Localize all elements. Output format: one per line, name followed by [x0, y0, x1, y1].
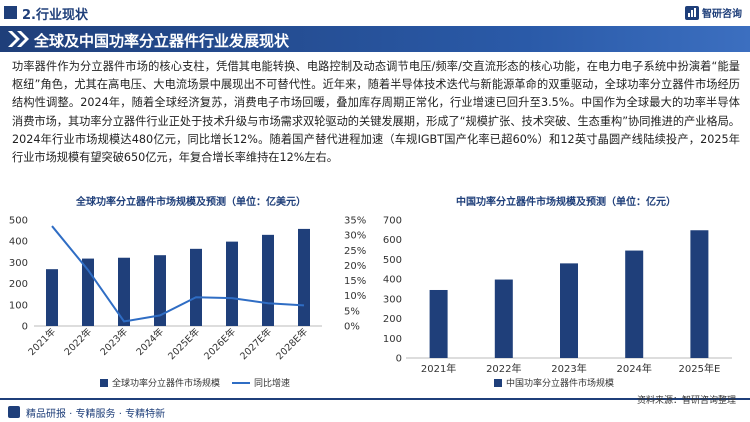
y-tick-label: 500 — [9, 216, 28, 227]
brand-logo-icon — [685, 5, 699, 20]
legend-line-label: 同比增速 — [254, 377, 290, 389]
x-tick-label: 2025E年 — [166, 325, 203, 362]
legend-bar-swatch — [494, 379, 502, 387]
bar — [690, 230, 709, 358]
chart-title-global: 全球功率分立器件市场规模及预测（单位：亿美元） — [76, 197, 306, 208]
bar — [262, 234, 274, 326]
bar — [560, 263, 578, 358]
x-tick-label: 2022年 — [486, 362, 521, 375]
y-tick-label: 500 — [383, 255, 402, 266]
x-tick-label: 2024年 — [134, 325, 167, 358]
banner-title: 全球及中国功率分立器件行业发展现状 — [34, 32, 290, 50]
bar — [154, 255, 166, 326]
china-market-chart: 中国功率分立器件市场规模及预测（单位：亿元） 0 100 200 300 400 500 6… — [382, 190, 750, 396]
section-title: 2.行业现状 — [22, 8, 88, 23]
x-tick-label: 2022年 — [62, 325, 95, 358]
section-marker — [4, 6, 17, 19]
x-tick-label: 2024年 — [616, 362, 651, 375]
y-tick-label: 0 — [22, 322, 28, 333]
y2-tick-label: 10% — [344, 291, 366, 302]
y2-tick-label: 15% — [344, 276, 366, 287]
legend-bar-label: 全球功率分立器件市场规模 — [112, 377, 220, 389]
bar — [118, 257, 130, 326]
bar — [226, 241, 238, 326]
y2-tick-label: 25% — [344, 246, 366, 257]
y2-tick-label: 30% — [344, 231, 366, 242]
y-tick-label: 200 — [383, 314, 402, 325]
y-tick-label: 300 — [9, 258, 28, 269]
y-tick-label: 0 — [396, 354, 402, 365]
y-tick-label: 100 — [383, 334, 402, 345]
x-tick-label: 2026E年 — [202, 325, 239, 362]
bar — [46, 269, 58, 326]
bar — [429, 289, 448, 358]
footer: 资料来源：智研咨询整理 精品研报 · 专精服务 · 专精特新 — [0, 396, 750, 422]
y-tick-label: 700 — [383, 216, 402, 227]
y-tick-label: 600 — [383, 235, 402, 246]
bar — [625, 250, 644, 358]
growth-line — [51, 225, 305, 323]
global-market-chart: 全球功率分立器件市场规模及预测（单位：亿美元） 0 100 200 300 400 500… — [0, 190, 382, 396]
y-tick-label: 200 — [9, 279, 28, 290]
chart-title-china: 中国功率分立器件市场规模及预测（单位：亿元） — [456, 197, 676, 208]
global-chart-svg: 0 100 200 300 400 500 0% 5% 10% 15% 20% 25% 30% 35% 20… — [9, 216, 366, 390]
y2-tick-label: 35% — [344, 216, 366, 227]
y-tick-label: 300 — [383, 294, 402, 305]
legend-bar-swatch — [100, 379, 108, 387]
title-banner: 全球及中国功率分立器件行业发展现状 — [0, 26, 750, 52]
china-chart-svg: 0 100 200 300 400 500 600 700 2021年 2022年 2023年 202… — [383, 216, 732, 389]
x-tick-label: 2023年 — [551, 362, 586, 375]
bar — [190, 248, 202, 326]
brand-name: 智研咨询 — [702, 9, 742, 20]
source-note: 资料来源：智研咨询整理 — [636, 396, 736, 406]
top-bar: 2.行业现状 智研咨询 — [0, 0, 750, 26]
x-tick-label: 2028E年 — [274, 325, 311, 362]
brand: 智研咨询 — [685, 5, 742, 20]
chevron-right-icon — [8, 31, 29, 47]
y-tick-label: 100 — [9, 300, 28, 311]
y-tick-label: 400 — [9, 237, 28, 248]
y2-tick-label: 20% — [344, 261, 366, 272]
legend-bar-label: 中国功率分立器件市场规模 — [506, 377, 614, 389]
y2-tick-label: 0% — [344, 322, 360, 333]
bar — [494, 279, 513, 358]
y-tick-label: 400 — [383, 275, 402, 286]
footer-tagline: 精品研报 · 专精服务 · 专精特新 — [26, 409, 166, 420]
bar — [298, 228, 310, 326]
x-tick-label: 2021年 — [26, 325, 59, 358]
x-tick-label: 2025年E — [679, 362, 721, 375]
footer-logo-icon — [8, 406, 20, 418]
body-paragraph: 功率器件作为分立器件市场的核心支柱，凭借其电能转换、电路控制及动态调节电压/频率… — [12, 60, 740, 165]
x-tick-label: 2021年 — [421, 362, 456, 375]
y2-tick-label: 5% — [344, 306, 360, 317]
x-tick-label: 2027E年 — [238, 325, 275, 362]
x-tick-label: 2023年 — [98, 325, 131, 358]
footer-divider — [0, 398, 750, 400]
